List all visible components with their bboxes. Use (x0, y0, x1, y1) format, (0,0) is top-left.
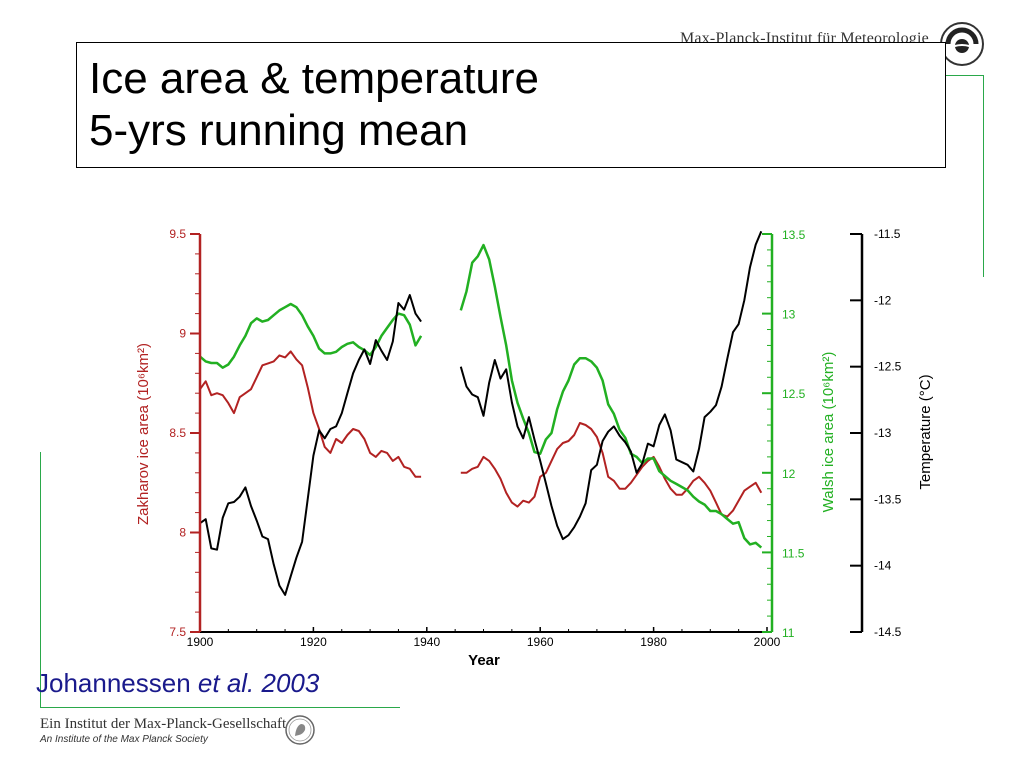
citation-etal: et al. (197, 668, 255, 698)
zakharov-tick-label: 9 (179, 327, 186, 341)
zakharov-series-line-2 (460, 422, 763, 518)
temperature-tick-label: -14.5 (874, 625, 902, 639)
walsh-series-line-1 (199, 302, 423, 369)
walsh-tick-label: 12 (782, 467, 796, 481)
walsh-tick-label: 11 (782, 626, 795, 640)
mpi-logo-icon (940, 22, 984, 66)
x-tick-label: 1980 (640, 635, 667, 649)
chart-lines (199, 230, 763, 596)
zakharov-axis-label: Zakharov ice area (10⁶km²) (135, 343, 152, 525)
green-rule-bottom (40, 707, 400, 708)
green-rule-top (946, 75, 984, 76)
footer-institute-de: Ein Institut der Max-Planck-Gesellschaft (40, 716, 287, 732)
walsh-tick-label: 13 (782, 308, 796, 322)
citation-year: 2003 (254, 668, 320, 698)
temperature-tick-label: -13.5 (874, 492, 902, 506)
title-line-1: Ice area & temperature (89, 54, 540, 103)
title-line-2: 5-yrs running mean (89, 106, 469, 155)
walsh-tick-label: 13.5 (782, 228, 806, 242)
temperature-tick-label: -13 (874, 426, 892, 440)
temperature-tick-label: -12 (874, 293, 892, 307)
x-tick-label: 1960 (527, 635, 554, 649)
x-tick-label: 1920 (300, 635, 327, 649)
x-tick-label: 1900 (187, 635, 214, 649)
walsh-tick-label: 11.5 (782, 546, 805, 560)
zakharov-tick-label: 8.5 (169, 426, 186, 440)
footer-institute-en: An Institute of the Max Planck Society (40, 734, 208, 745)
zakharov-tick-label: 8 (179, 526, 186, 540)
temperature-tick-label: -11.5 (874, 227, 901, 241)
citation-author: Johannessen (36, 668, 198, 698)
x-tick-label: 2000 (754, 635, 781, 649)
x-tick-label: 1940 (413, 635, 440, 649)
temperature-tick-label: -14 (874, 559, 892, 573)
title-box: Ice area & temperature 5-yrs running mea… (76, 42, 946, 168)
zakharov-tick-label: 9.5 (169, 227, 186, 241)
temperature-tick-label: -12.5 (874, 360, 902, 374)
zakharov-tick-label: 7.5 (169, 625, 186, 639)
green-rule-right (983, 75, 984, 277)
temperature-series-line-1 (199, 294, 422, 596)
walsh-axis-label: Walsh ice area (10⁶km²) (820, 352, 837, 513)
temperature-series-line-2 (459, 230, 763, 541)
temperature-axis-label: Temperature (°C) (917, 374, 934, 489)
citation: Johannessen et al. 2003 (36, 668, 319, 699)
mpg-minerva-logo-icon (285, 715, 315, 745)
x-axis-label: Year (468, 652, 500, 669)
zakharov-series-line-1 (199, 350, 422, 478)
walsh-tick-label: 12.5 (782, 387, 806, 401)
green-rule-left (40, 452, 41, 707)
chart-axes: 1900 1920 1940 1960 1980 2000 Year 7.5 8 8.5 9 9.5 Z… (135, 227, 934, 669)
walsh-series-line-2 (459, 243, 763, 549)
